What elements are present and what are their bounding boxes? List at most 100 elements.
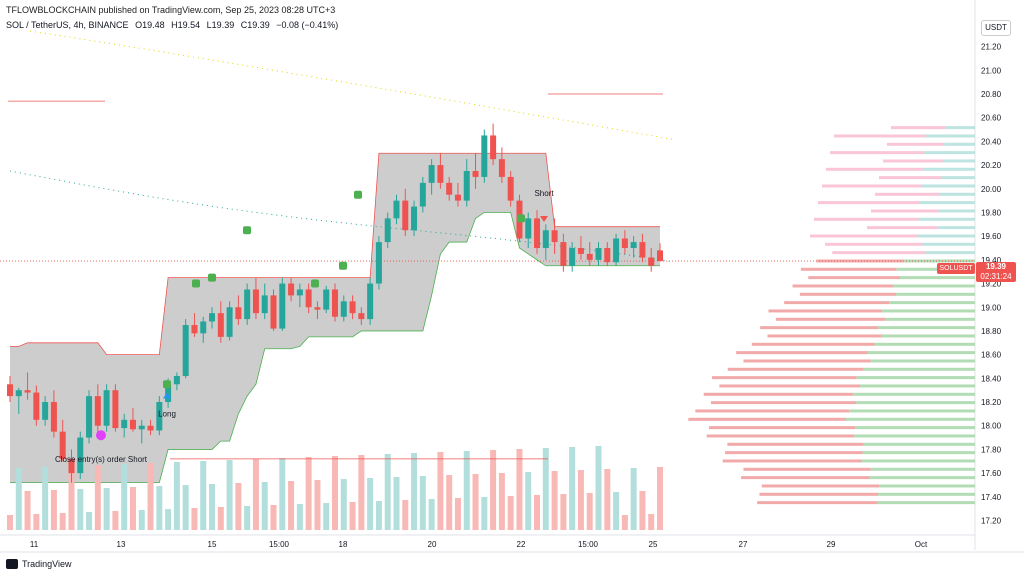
volume-bar bbox=[252, 459, 259, 530]
volume-bar bbox=[77, 489, 84, 530]
volume-profile-bar bbox=[760, 326, 879, 330]
volume-bar bbox=[402, 500, 409, 530]
signal-marker bbox=[354, 190, 362, 199]
volume-bar bbox=[173, 462, 180, 530]
volume-profile-bar bbox=[917, 234, 975, 238]
candle-body bbox=[498, 159, 505, 177]
candle-body bbox=[454, 194, 461, 201]
volume-profile-bar bbox=[862, 451, 975, 455]
signal-marker bbox=[163, 380, 171, 389]
candle-body bbox=[165, 384, 172, 403]
volume-bar bbox=[42, 467, 49, 530]
volume-bar bbox=[349, 502, 356, 530]
volume-profile-bar bbox=[743, 359, 871, 363]
volume-profile-bar bbox=[859, 384, 975, 388]
volume-bar bbox=[261, 482, 268, 530]
volume-profile-bar bbox=[822, 184, 922, 188]
volume-profile-bar bbox=[751, 342, 875, 346]
x-tick-label: 29 bbox=[827, 540, 836, 549]
candle-body bbox=[235, 307, 242, 320]
candle-body bbox=[15, 390, 22, 397]
volume-bar bbox=[94, 465, 101, 530]
volume-bar bbox=[577, 470, 584, 530]
volume-bar bbox=[604, 469, 611, 530]
volume-profile-bar bbox=[784, 301, 890, 305]
candle-body bbox=[270, 295, 277, 329]
signal-marker bbox=[243, 226, 251, 235]
volume-profile-bar bbox=[741, 476, 870, 480]
volume-profile-bar bbox=[800, 267, 897, 271]
candle-body bbox=[138, 425, 145, 430]
candle-body bbox=[279, 283, 286, 329]
volume-profile-bar bbox=[921, 184, 975, 188]
candle-body bbox=[182, 325, 189, 376]
volume-profile-bar bbox=[818, 201, 921, 205]
volume-profile-bar bbox=[856, 401, 975, 405]
volume-bar bbox=[340, 479, 347, 530]
volume-profile-bar bbox=[940, 192, 975, 196]
candle-body bbox=[209, 313, 216, 322]
close-entry-icon bbox=[96, 430, 106, 441]
volume-bar bbox=[200, 461, 207, 530]
volume-bar bbox=[165, 509, 172, 530]
candle-body bbox=[367, 283, 374, 320]
close-entry-label: Close entry(s) order Short bbox=[55, 455, 148, 464]
volume-profile-bar bbox=[883, 159, 943, 163]
volume-bar bbox=[288, 481, 295, 530]
volume-bar bbox=[314, 480, 321, 530]
volume-bar bbox=[525, 472, 532, 530]
candle-body bbox=[507, 176, 514, 201]
volume-profile-bar bbox=[918, 217, 975, 221]
volume-profile-bar bbox=[925, 134, 975, 138]
x-tick-label: 15 bbox=[208, 540, 217, 549]
volume-profile-bar bbox=[706, 434, 855, 438]
y-tick-label: 19.40 bbox=[981, 256, 1002, 265]
candle-body bbox=[542, 230, 549, 249]
candle-body bbox=[226, 307, 233, 337]
volume-profile-bar bbox=[709, 426, 856, 430]
candle-body bbox=[595, 248, 602, 260]
volume-profile-bar bbox=[896, 267, 975, 271]
volume-bar bbox=[454, 498, 461, 530]
volume-profile-bar bbox=[878, 326, 975, 330]
candle-body bbox=[217, 313, 224, 337]
last-price-badge: 19.39 02:31:24 bbox=[976, 262, 1016, 282]
symbol-title[interactable]: SOL / TetherUS, 4h, BINANCE bbox=[6, 20, 129, 30]
volume-profile-bar bbox=[878, 492, 975, 496]
candle-body bbox=[534, 218, 541, 249]
candle-body bbox=[33, 392, 40, 420]
volume-bar bbox=[428, 499, 435, 530]
currency-button[interactable]: USDT bbox=[981, 20, 1011, 36]
y-tick-label: 20.60 bbox=[981, 114, 1002, 123]
volume-bar bbox=[463, 451, 470, 530]
change-value: −0.08 (−0.41%) bbox=[276, 20, 339, 30]
volume-bar bbox=[68, 466, 75, 530]
volume-bar bbox=[50, 490, 57, 530]
candle-body bbox=[112, 390, 119, 429]
low-value: L19.39 bbox=[206, 20, 235, 30]
volume-profile-bar bbox=[711, 401, 857, 405]
volume-bar bbox=[560, 494, 567, 530]
volume-bar bbox=[507, 496, 514, 530]
volume-bar bbox=[384, 454, 391, 530]
volume-profile-bar bbox=[875, 192, 940, 196]
signal-marker bbox=[517, 214, 525, 223]
candle-body bbox=[94, 396, 101, 426]
volume-bar bbox=[516, 449, 523, 530]
moving-average-teal bbox=[9, 170, 671, 262]
volume-profile-bar bbox=[743, 467, 871, 471]
candle-body bbox=[77, 437, 84, 474]
volume-bar bbox=[551, 471, 558, 530]
long-arrow-icon bbox=[163, 392, 171, 399]
volume-profile-bar bbox=[937, 226, 975, 230]
volume-profile-bar bbox=[941, 176, 975, 180]
volume-profile-bar bbox=[719, 384, 860, 388]
volume-bar bbox=[481, 497, 488, 530]
volume-profile-bar bbox=[816, 259, 904, 263]
footer-brand[interactable]: TradingView bbox=[22, 559, 72, 569]
volume-profile-bar bbox=[891, 126, 946, 130]
volume-profile-bar bbox=[922, 242, 975, 246]
open-value: O19.48 bbox=[135, 20, 165, 30]
y-tick-label: 17.60 bbox=[981, 469, 1002, 478]
